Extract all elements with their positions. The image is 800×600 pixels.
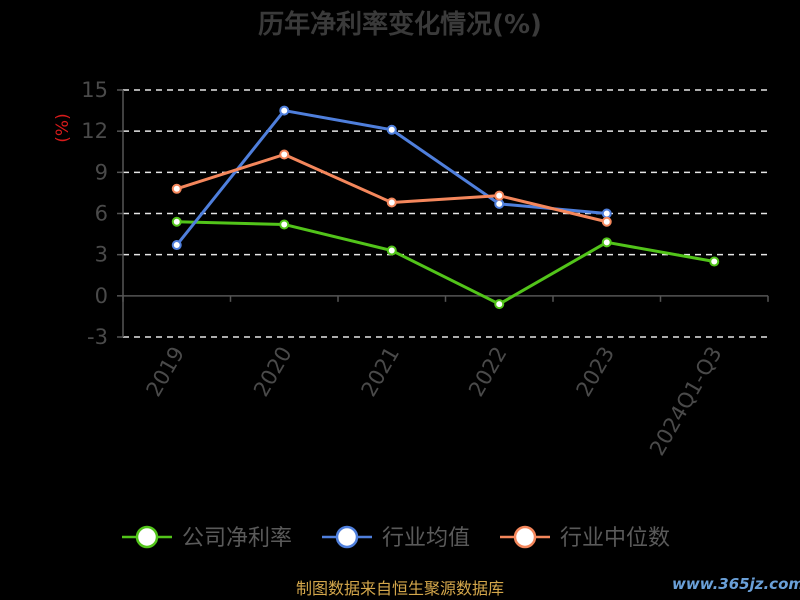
legend-marker: [513, 525, 537, 549]
axes: [117, 89, 769, 338]
data-point: [279, 149, 290, 160]
legend[interactable]: 公司净利率 行业均值 行业中位数: [122, 525, 670, 551]
legend-item[interactable]: 行业均值: [322, 525, 470, 551]
y-tick-label: 6: [95, 202, 108, 226]
data-point: [171, 183, 182, 194]
series-line: [176, 220, 715, 306]
x-tick-label: 2021: [357, 343, 405, 401]
data-point: [279, 219, 290, 230]
y-tick-label: 0: [95, 284, 108, 308]
series: [171, 105, 720, 310]
x-tick-label: 2024Q1-Q3: [645, 343, 727, 460]
x-tick-labels: 2019 2020 2021 2022 2023 2024Q1-Q3: [142, 343, 727, 460]
data-point: [171, 240, 182, 251]
data-point: [494, 299, 505, 310]
legend-item[interactable]: 公司净利率: [122, 525, 292, 551]
legend-marker: [335, 525, 359, 549]
y-tick-label: 12: [81, 119, 108, 143]
x-tick-label: 2023: [572, 343, 620, 401]
data-point: [601, 216, 612, 227]
gridlines: [123, 89, 768, 338]
legend-label: 行业中位数: [560, 526, 670, 551]
y-tick-label: -3: [87, 325, 108, 349]
y-tick-label: 3: [95, 243, 108, 267]
data-point: [171, 216, 182, 227]
y-tick-label: 15: [81, 78, 108, 102]
data-point: [279, 105, 290, 116]
source-note: 制图数据来自恒生聚源数据库: [296, 579, 504, 598]
legend-label: 公司净利率: [182, 526, 292, 551]
x-tick-label: 2020: [249, 343, 297, 401]
data-point: [709, 256, 720, 267]
series-2: [171, 149, 612, 227]
y-tick-labels: 15 12 9 6 3 0 -3: [81, 78, 108, 349]
legend-marker: [135, 525, 159, 549]
data-point: [386, 245, 397, 256]
data-point: [494, 190, 505, 201]
x-tick-label: 2022: [464, 343, 512, 401]
watermark: www.365jz.com: [672, 575, 800, 593]
data-point: [494, 198, 505, 209]
data-point: [386, 197, 397, 208]
legend-item[interactable]: 行业中位数: [500, 525, 670, 551]
legend-label: 行业均值: [382, 526, 470, 551]
series-1: [171, 105, 612, 251]
data-point: [386, 124, 397, 135]
x-tick-label: 2019: [142, 343, 190, 401]
y-tick-label: 9: [95, 160, 108, 184]
y-axis-label: (%): [53, 113, 73, 142]
data-point: [601, 208, 612, 219]
data-point: [601, 237, 612, 248]
chart-title: 历年净利率变化情况(%): [258, 9, 542, 40]
series-0: [171, 216, 720, 310]
